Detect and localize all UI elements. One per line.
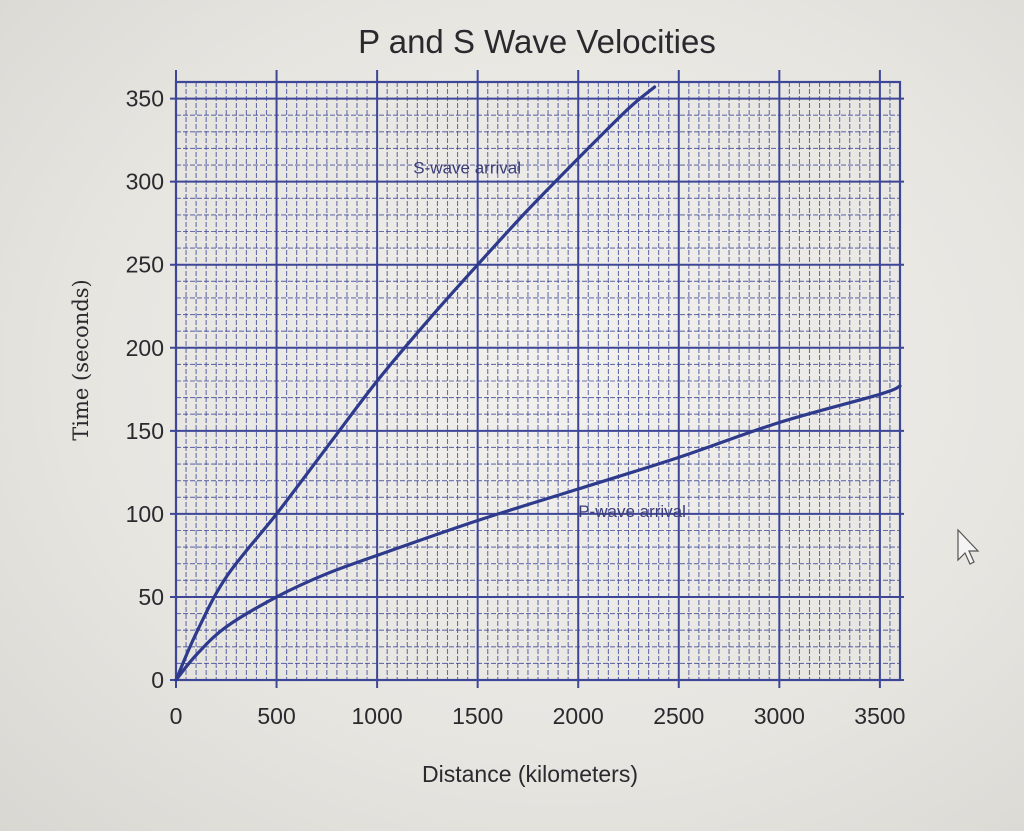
x-axis-title: Distance (kilometers): [422, 761, 638, 787]
x-tick-label: 2500: [653, 703, 704, 729]
x-tick-label: 3500: [854, 703, 905, 729]
x-tick-label: 500: [257, 703, 295, 729]
y-tick-label: 150: [126, 418, 164, 444]
chart-title: P and S Wave Velocities: [358, 23, 716, 60]
y-tick-label: 200: [126, 335, 164, 361]
tick-labels: 0 500 1000 1500 2000 2500 3000 3500 0 50 100 150 200…: [126, 86, 906, 729]
p-wave-arrival-line: [174, 384, 902, 682]
curve-label: P-wave arrival: [578, 502, 686, 521]
y-tick-label: 0: [151, 667, 164, 693]
plot-frame: [174, 80, 902, 682]
minor-grid: [175, 81, 901, 681]
curve-label: S-wave arrival: [413, 158, 521, 177]
x-tick-label: 2000: [553, 703, 604, 729]
x-tick-label: 1000: [352, 703, 403, 729]
x-tick-label: 0: [170, 703, 183, 729]
y-axis-title: Time (seconds): [69, 279, 93, 440]
y-tick-label: 250: [126, 252, 164, 278]
cursor-icon: [957, 528, 980, 565]
x-tick-label: 1500: [452, 703, 503, 729]
curve-labels: S-wave arrival P-wave arrival: [413, 158, 686, 521]
y-tick-label: 350: [126, 86, 164, 112]
y-tick-label: 50: [138, 584, 164, 610]
y-tick-label: 300: [126, 169, 164, 195]
x-tick-label: 3000: [754, 703, 805, 729]
y-tick-label: 100: [126, 501, 164, 527]
s-wave-arrival-line: [174, 85, 657, 682]
axes: [174, 80, 902, 682]
series-lines: [174, 85, 902, 682]
